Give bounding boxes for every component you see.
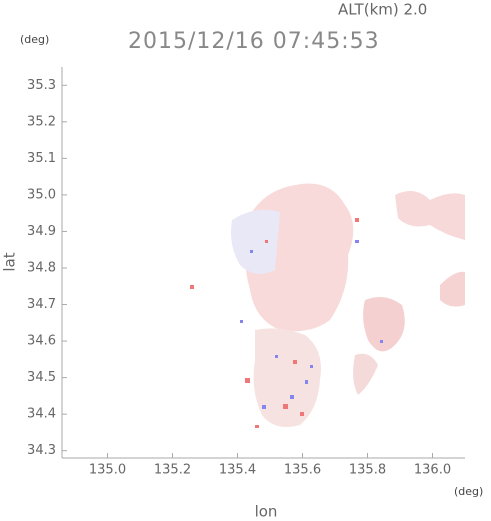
x-tick-label: 135.8 [349, 463, 386, 478]
y-tick-label: 34.3 [27, 443, 56, 458]
x-tick-label: 136.0 [414, 463, 451, 478]
x-tick-label: 135.2 [154, 463, 191, 478]
y-tick-label: 34.9 [27, 224, 56, 239]
x-tick-label: 135.0 [89, 463, 126, 478]
y-tick-label: 35.3 [27, 78, 56, 93]
y-tick-label: 35.2 [27, 114, 56, 129]
y-unit: (deg) [20, 33, 49, 46]
y-tick-label: 34.5 [27, 370, 56, 385]
y-label: lat [1, 252, 19, 271]
x-label: lon [255, 503, 278, 521]
y-tick-label: 34.8 [27, 260, 56, 275]
altitude-label: ALT(km) 2.0 [338, 1, 427, 19]
x-tick-label: 135.4 [219, 463, 256, 478]
chart-title: 2015/12/16 07:45:53 [128, 29, 380, 54]
radar-field [190, 183, 465, 428]
y-tick-label: 34.7 [27, 297, 56, 312]
x-unit: (deg) [454, 485, 483, 498]
y-tick-label: 35.0 [27, 187, 56, 202]
y-tick-label: 34.6 [27, 334, 56, 349]
y-tick-label: 35.1 [27, 151, 56, 166]
x-tick-label: 135.6 [284, 463, 321, 478]
y-tick-label: 34.4 [27, 407, 56, 422]
